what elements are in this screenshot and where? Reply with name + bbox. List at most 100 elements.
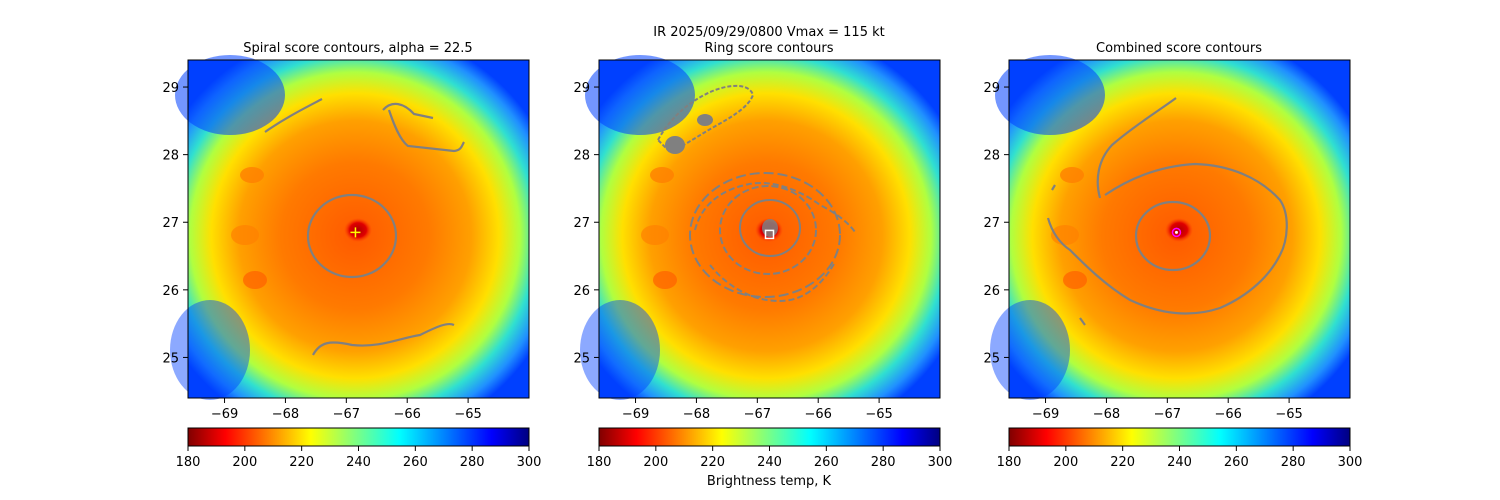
colorbar-tick-label: 300 [517,455,542,470]
colorbar-tick-label: 260 [1224,455,1249,470]
colorbar-tick-label: 180 [587,455,612,470]
y-tick-label: 25 [983,351,1000,366]
colorbar-tick-label: 260 [814,455,839,470]
colorbar-gradient [1008,427,1351,447]
colorbar-tick-label: 200 [1053,455,1078,470]
contours [656,84,856,302]
x-tick-label: −66 [393,407,420,422]
colorbar-tick-label: 180 [997,455,1022,470]
contour-core [1134,200,1212,272]
center-plus [350,227,361,238]
figure-suptitle: IR 2025/09/29/0800 Vmax = 115 kt [653,25,884,40]
colorbar-tick-label: 280 [460,455,485,470]
colorbar-tick-label: 240 [346,455,371,470]
axes-frame [1008,59,1351,399]
contour-ring-outer [689,172,841,298]
x-tick-label: −65 [1275,407,1302,422]
y-tick-label: 28 [162,149,179,164]
y-tick-label: 25 [162,351,179,366]
x-tick-label: −69 [622,407,649,422]
x-tick-label: −68 [683,407,710,422]
contour-arc-north [694,181,856,233]
contour-blob [665,136,685,154]
colorbars: 180 200 220 240 260 280 300 180 200 220 240 260 280… [176,427,1363,489]
x-tick-label: −67 [333,407,360,422]
contour-ring-mid [719,185,817,275]
contour-fragments [1051,184,1086,326]
y-tick-label: 27 [573,216,590,231]
contour-arc-south [709,261,836,302]
y-tick-label: 29 [162,81,179,96]
y-tick-label: 27 [983,216,1000,231]
x-tick-label: −66 [804,407,831,422]
panel-spiral: Spiral score contours, alpha = 22.5 −69 −… [162,41,530,422]
panel-title: Combined score contours [1096,41,1262,56]
colorbar-tick-label: 280 [1281,455,1306,470]
contour-ne [382,102,465,153]
contour-combined-outer [1046,162,1288,315]
y-tick-label: 26 [162,284,179,299]
colorbar-tick-label: 220 [700,455,725,470]
ir-image [990,55,1350,400]
colorbar-spiral: 180 200 220 240 260 280 300 [176,427,542,470]
contour-blob [762,219,778,237]
ir-image [170,55,529,400]
contour-ring-inner [739,199,801,257]
colorbar-tick-label: 220 [1110,455,1135,470]
contours [264,98,465,356]
x-tick-label: −69 [211,407,238,422]
colorbar-tick-label: 300 [928,455,953,470]
x-tick-label: −67 [1154,407,1181,422]
x-tick-label: −65 [865,407,892,422]
colorbar-tick-label: 260 [403,455,428,470]
colorbar-tick-label: 220 [289,455,314,470]
colorbar-gradient [187,427,530,447]
colorbar-tick-label: 180 [176,455,201,470]
contour-nw-band [656,84,755,154]
panel-title: Spiral score contours, alpha = 22.5 [243,41,472,56]
colorbar-combined: 180 200 220 240 260 280 300 [997,427,1363,470]
panel-combined: Combined score contours −69 −68 −67 −66 −65 … [983,41,1351,422]
y-tick-label: 27 [162,216,179,231]
y-tick-label: 28 [983,149,1000,164]
colorbar-label: Brightness temp, K [707,474,832,489]
contour-core [306,193,398,279]
y-tick-label: 28 [573,149,590,164]
axes-frame [187,59,530,399]
center-circle [1171,227,1182,238]
center-square-marker [764,229,775,240]
ir-image [580,55,940,400]
y-tick-label: 25 [573,351,590,366]
x-tick-label: −66 [1214,407,1241,422]
panel-ring: Ring score contours −69 −68 −67 −66 −65 29 28 [573,41,941,422]
contour-nw [264,98,323,133]
contour-blob [697,114,713,126]
colorbar-tick-label: 280 [871,455,896,470]
panel-title: Ring score contours [704,41,833,56]
center-dot [1174,230,1178,234]
colorbar-ring: 180 200 220 240 260 280 300 Brightness temp, K [587,427,953,489]
x-tick-label: −67 [744,407,771,422]
colorbar-tick-label: 200 [232,455,257,470]
center-circle-marker [1171,227,1182,238]
y-tick-label: 26 [573,284,590,299]
x-tick-label: −69 [1032,407,1059,422]
colorbar-tick-label: 200 [643,455,668,470]
colorbar-tick-label: 300 [1338,455,1363,470]
axes-frame [598,59,941,399]
x-tick-label: −68 [272,407,299,422]
y-tick-label: 29 [573,81,590,96]
contour-south [312,322,455,356]
y-tick-label: 26 [983,284,1000,299]
x-tick-label: −68 [1093,407,1120,422]
colorbar-gradient [598,427,941,447]
colorbar-tick-label: 240 [757,455,782,470]
center-plus-marker [350,227,361,238]
y-tick-label: 29 [983,81,1000,96]
colorbar-tick-label: 240 [1167,455,1192,470]
x-tick-label: −65 [454,407,481,422]
contour-combined-arm [1096,97,1177,199]
contours [1046,97,1288,326]
center-square [764,229,775,240]
